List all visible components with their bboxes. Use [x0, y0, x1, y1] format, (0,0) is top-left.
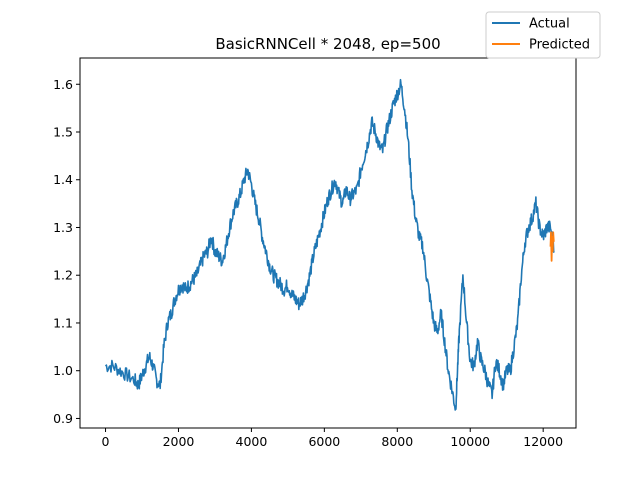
- legend: Actual Predicted: [485, 11, 601, 59]
- chart-title: BasicRNNCell * 2048, ep=500: [215, 35, 440, 53]
- x-tick-label: 6000: [308, 434, 340, 449]
- legend-label-predicted: Predicted: [529, 38, 590, 53]
- x-tick-label: 12000: [523, 434, 563, 449]
- y-tick-label: 1.5: [53, 125, 73, 140]
- y-tick-label: 0.9: [53, 411, 73, 426]
- x-tick-label: 2000: [163, 434, 195, 449]
- x-tick-label: 0: [102, 434, 110, 449]
- y-tick-label: 1.4: [53, 172, 73, 187]
- y-tick-label: 1.6: [53, 77, 73, 92]
- y-tick-label: 1.0: [53, 363, 73, 378]
- x-tick-label: 4000: [236, 434, 268, 449]
- y-tick-label: 1.2: [53, 268, 73, 283]
- y-axis: 0.9 1.0 1.1 1.2 1.3 1.4 1.5 1.6: [53, 77, 80, 426]
- legend-label-actual: Actual: [529, 17, 570, 32]
- series-line-predicted: [549, 231, 555, 262]
- y-tick-label: 1.3: [53, 220, 73, 235]
- axes-frame: [79, 57, 577, 429]
- x-tick-label: 8000: [381, 434, 413, 449]
- x-tick-label: 10000: [450, 434, 490, 449]
- x-axis: 0 2000 4000 6000 8000 10000 12000: [102, 428, 563, 449]
- y-tick-label: 1.1: [53, 315, 73, 330]
- series-line-actual: [104, 78, 555, 411]
- plot-lines: [104, 78, 555, 411]
